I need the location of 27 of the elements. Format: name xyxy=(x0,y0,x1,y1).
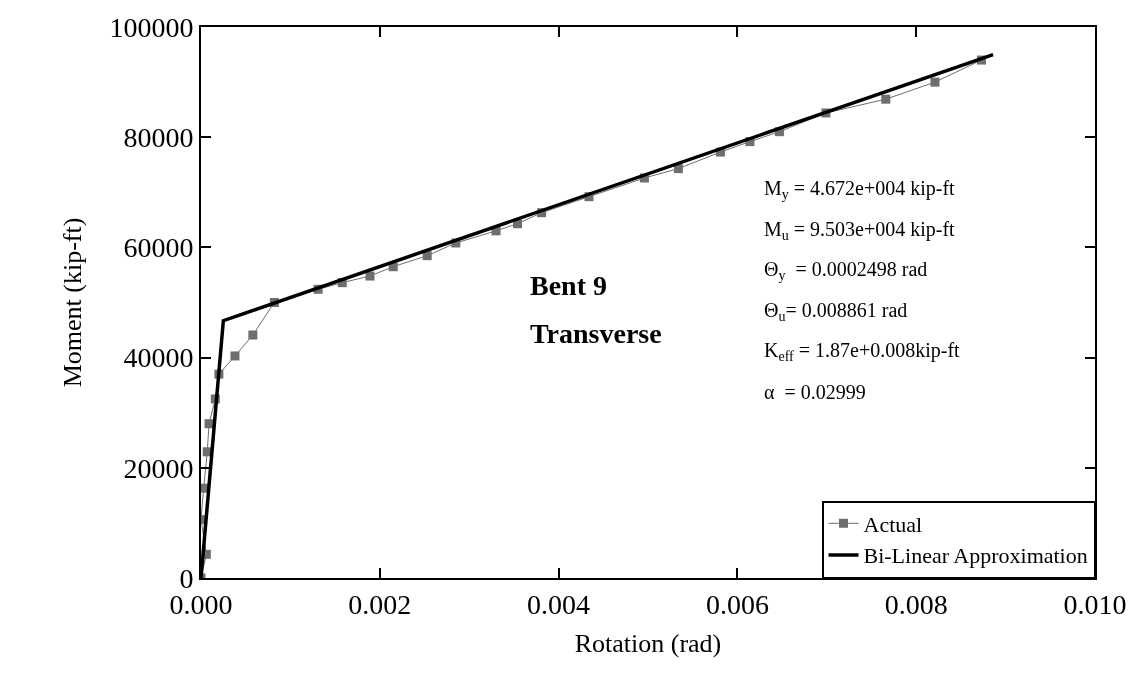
annotation: α = 0.02999 xyxy=(764,381,866,403)
annotation: Θ$_{y}$ = 0.0002498 rad xyxy=(764,258,928,284)
annotation: K$_{eff}$ = 1.87e+0.008kip-ft xyxy=(764,339,961,365)
point xyxy=(930,77,940,87)
x-tick-label: 0.002 xyxy=(348,588,412,620)
annotation: Θ$_{u}$= 0.008861 rad xyxy=(764,299,908,325)
annotation: M$_{u}$ = 9.503e+004 kip-ft xyxy=(764,218,956,244)
y-tick-label: 40000 xyxy=(123,342,194,374)
point xyxy=(881,94,891,104)
legend-label: Actual xyxy=(863,511,923,537)
annotation: M$_{y}$ = 4.672e+004 kip-ft xyxy=(764,177,956,203)
legend-label: Bi-Linear Approximation xyxy=(863,543,1088,569)
y-tick-label: 60000 xyxy=(123,232,194,264)
x-tick-label: 0.010 xyxy=(1063,588,1127,620)
point xyxy=(365,271,375,281)
point xyxy=(248,330,258,340)
point xyxy=(230,351,240,361)
annotation: Transverse xyxy=(530,318,662,349)
y-tick-label: 80000 xyxy=(123,122,194,153)
x-tick-label: 0.004 xyxy=(527,588,591,620)
y-axis-title: Moment (kip-ft) xyxy=(58,217,88,388)
y-tick-label: 20000 xyxy=(123,452,194,484)
x-tick-label: 0.008 xyxy=(884,588,948,620)
x-axis-title: Rotation (rad) xyxy=(574,628,722,658)
y-tick-label: 100000 xyxy=(109,11,194,43)
x-tick-label: 0.006 xyxy=(705,588,769,620)
annotation: Bent 9 xyxy=(530,270,607,301)
